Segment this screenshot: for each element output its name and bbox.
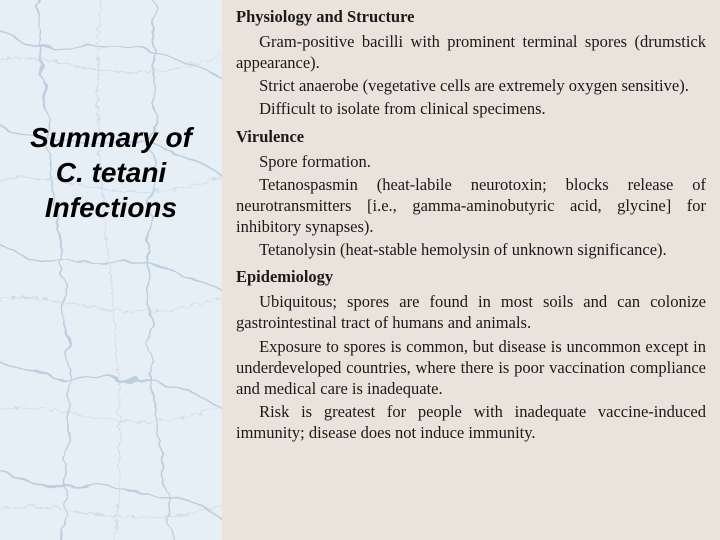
section-heading: Epidemiology: [236, 266, 706, 287]
body-paragraph: Ubiquitous; spores are found in most soi…: [236, 291, 706, 333]
body-paragraph: Spore formation.: [236, 151, 706, 172]
marble-background: [0, 0, 222, 540]
title-line-2: C. tetani: [30, 155, 192, 190]
body-paragraph: Gram-positive bacilli with prominent ter…: [236, 31, 706, 73]
body-paragraph: Exposure to spores is common, but diseas…: [236, 336, 706, 399]
body-paragraph: Strict anaerobe (vegetative cells are ex…: [236, 75, 706, 96]
left-panel: Summary of C. tetani Infections: [0, 0, 222, 540]
body-paragraph: Difficult to isolate from clinical speci…: [236, 98, 706, 119]
slide-title: Summary of C. tetani Infections: [30, 120, 192, 225]
body-paragraph: Tetanospasmin (heat-labile neurotoxin; b…: [236, 174, 706, 237]
section-heading: Virulence: [236, 126, 706, 147]
body-paragraph: Risk is greatest for people with inadequ…: [236, 401, 706, 443]
title-line-3: Infections: [30, 190, 192, 225]
body-paragraph: Tetanolysin (heat-stable hemolysin of un…: [236, 239, 706, 260]
right-panel: Physiology and Structure Gram-positive ba…: [222, 0, 720, 540]
slide: Summary of C. tetani Infections Physiolo…: [0, 0, 720, 540]
title-line-1: Summary of: [30, 120, 192, 155]
section-heading: Physiology and Structure: [236, 6, 706, 27]
